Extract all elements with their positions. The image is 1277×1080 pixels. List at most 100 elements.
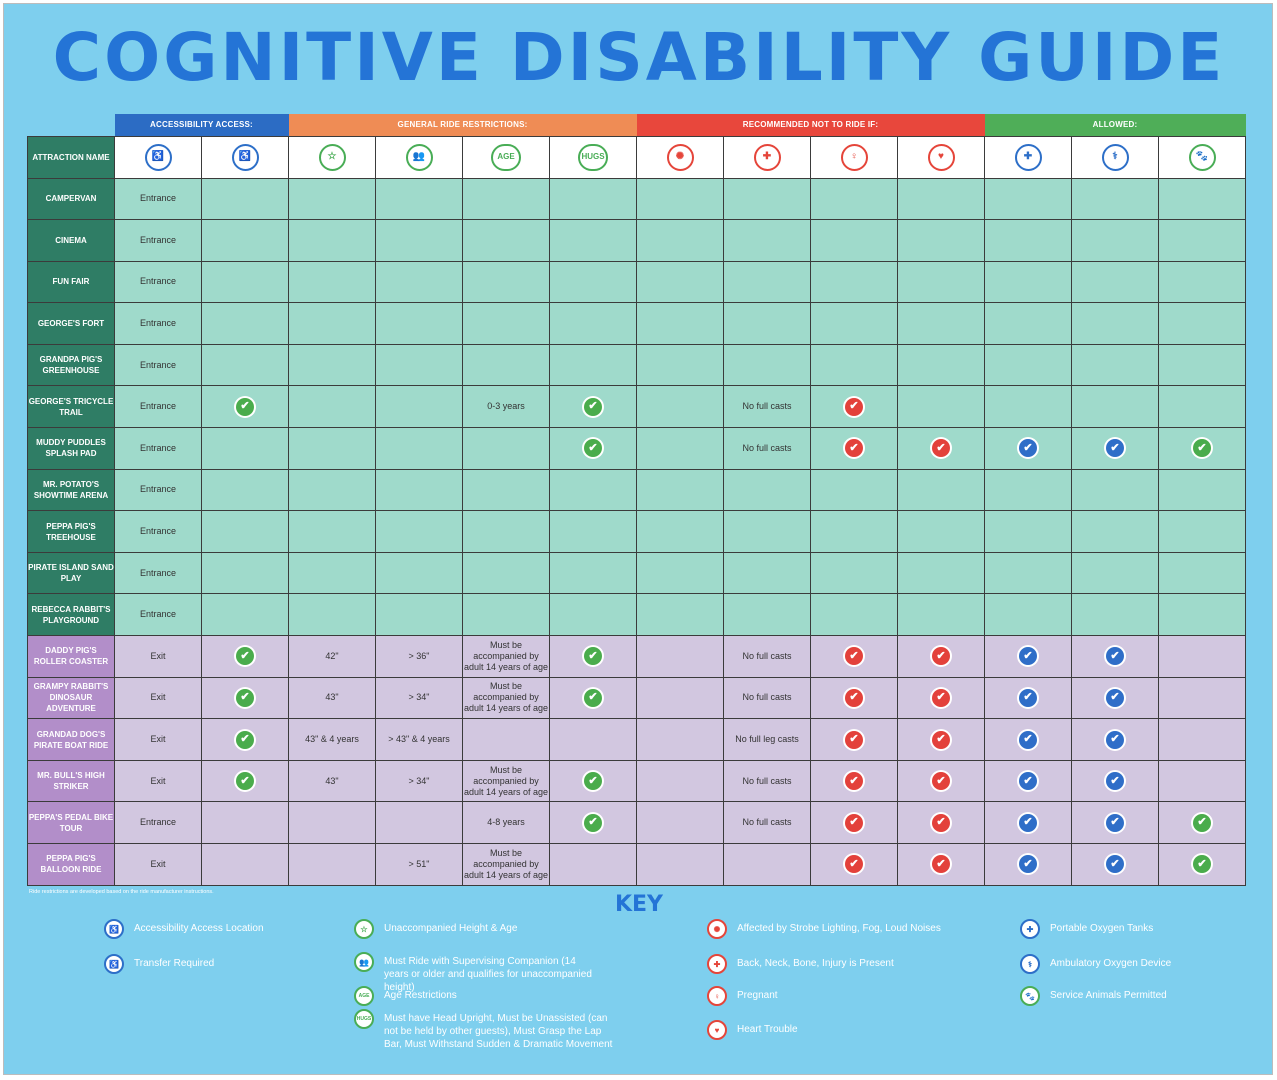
table-cell: 42" (288, 635, 376, 678)
checkmark-icon: ✔ (1193, 439, 1211, 458)
table-cell (375, 260, 463, 304)
checkmark-icon: ✔ (236, 647, 254, 666)
check-cell: ✔ (984, 427, 1072, 470)
checkmark-icon: ✔ (1019, 772, 1037, 791)
table-row: CINEMA Entrance (27, 219, 1246, 262)
check-cell: ✔ (549, 759, 637, 803)
table-cell: Entrance (114, 510, 202, 553)
table-cell (1071, 593, 1159, 637)
table-cell (1071, 260, 1159, 304)
table-cell (462, 302, 550, 345)
category-header-row: ACCESSIBILITY ACCESS: GENERAL RIDE RESTR… (28, 114, 1246, 136)
table-cell: No full casts (723, 676, 811, 720)
table-cell: No full casts (723, 385, 811, 429)
table-row: GRANDAD DOG'S PIRATE BOAT RIDE Exit ✔ 43" &… (27, 718, 1246, 761)
supervising-companion-icon: 👥 (354, 952, 374, 972)
table-cell (201, 427, 289, 470)
table-cell (549, 551, 637, 595)
table-cell: Entrance (114, 385, 202, 429)
table-cell (375, 801, 463, 844)
back-neck-bone-injury-icon: ✚ (753, 143, 781, 171)
checkmark-icon: ✔ (1106, 647, 1124, 666)
table-cell (1071, 343, 1159, 387)
checkmark-icon: ✔ (1019, 688, 1037, 707)
table-cell (810, 219, 898, 262)
key-label: Must Ride with Supervising Companion (14… (384, 956, 592, 993)
table-cell (1158, 177, 1246, 221)
checkmark-icon: ✔ (584, 688, 602, 707)
table-cell (201, 260, 289, 304)
table-row: GRAMPY RABBIT'S DINOSAUR ADVENTURE Exit ✔ 4… (27, 676, 1246, 720)
table-cell (636, 302, 724, 345)
attraction-name: PEPPA PIG'S TREEHOUSE (27, 510, 115, 553)
table-cell (375, 551, 463, 595)
table-cell (636, 551, 724, 595)
table-cell (636, 219, 724, 262)
table-cell: No full casts (723, 801, 811, 844)
table-cell: > 36" (375, 635, 463, 678)
key-item: AGE Age Restrictions (354, 986, 457, 1006)
table-cell (462, 551, 550, 595)
checkmark-icon: ✔ (1106, 772, 1124, 791)
checkmark-icon: ✔ (845, 813, 863, 832)
table-row: GEORGE'S FORT Entrance (27, 302, 1246, 345)
checkmark-icon: ✔ (236, 397, 254, 416)
table-cell (288, 427, 376, 470)
table-row: PEPPA PIG'S TREEHOUSE Entrance (27, 510, 1246, 553)
checkmark-icon: ✔ (1106, 439, 1124, 458)
category-accessibility-access: ACCESSIBILITY ACCESS: (114, 114, 289, 136)
table-cell (897, 468, 985, 512)
guide-poster: COGNITIVE DISABILITY GUIDE ACCESSIBILITY… (3, 3, 1273, 1075)
check-cell: ✔ (897, 427, 985, 470)
check-cell: ✔ (549, 801, 637, 844)
check-cell: ✔ (201, 759, 289, 803)
table-cell (1071, 551, 1159, 595)
checkmark-icon: ✔ (1019, 855, 1037, 874)
table-cell (984, 260, 1072, 304)
portable-oxygen-tanks-icon: ✚ (1020, 919, 1040, 939)
table-cell (984, 593, 1072, 637)
table-cell (897, 260, 985, 304)
service-animals-icon: 🐾 (1020, 986, 1040, 1006)
attraction-name: GRANDAD DOG'S PIRATE BOAT RIDE (27, 718, 115, 761)
table-cell (1158, 551, 1246, 595)
table-cell (1158, 593, 1246, 637)
table-cell (375, 177, 463, 221)
heart-trouble-icon: ♥ (707, 1020, 727, 1040)
ambulatory-oxygen-device-icon: ⚕ (1020, 954, 1040, 974)
supervising-companion-icon: 👥 (405, 143, 433, 171)
table-cell: Exit (114, 676, 202, 720)
age-restrictions-icon: AGE (491, 143, 521, 171)
key-item: HUGS Must have Head Upright, Must be Unas… (354, 1009, 619, 1051)
attraction-name-header: ATTRACTION NAME (27, 135, 115, 179)
table-cell (1158, 510, 1246, 553)
table-row: PEPPA'S PEDAL BIKE TOUR Entrance 4-8 years… (27, 801, 1246, 844)
key-label: Must have Head Upright, Must be Unassist… (384, 1013, 613, 1050)
table-cell: > 51" (375, 843, 463, 886)
key-label: Pregnant (737, 990, 778, 1001)
table-cell (549, 468, 637, 512)
table-cell: Entrance (114, 427, 202, 470)
check-cell: ✔ (549, 635, 637, 678)
table-cell: > 43" & 4 years (375, 718, 463, 761)
table-cell (201, 801, 289, 844)
table-cell (462, 177, 550, 221)
table-cell (810, 343, 898, 387)
category-general-restrictions: GENERAL RIDE RESTRICTIONS: (288, 114, 637, 136)
check-cell: ✔ (984, 676, 1072, 720)
check-cell: ✔ (897, 801, 985, 844)
key-item: ⚕ Ambulatory Oxygen Device (1020, 954, 1171, 974)
column-header-unaccompanied-height-age-icon: ☆ (288, 135, 376, 179)
check-cell: ✔ (1071, 843, 1159, 886)
table-cell (549, 343, 637, 387)
checkmark-icon: ✔ (1106, 688, 1124, 707)
table-cell (549, 510, 637, 553)
check-cell: ✔ (897, 635, 985, 678)
table-cell: Exit (114, 635, 202, 678)
check-cell: ✔ (1158, 843, 1246, 886)
attraction-name: MR. POTATO'S SHOWTIME ARENA (27, 468, 115, 512)
table-cell (636, 343, 724, 387)
table-cell (636, 801, 724, 844)
table-cell (984, 385, 1072, 429)
table-cell (375, 219, 463, 262)
